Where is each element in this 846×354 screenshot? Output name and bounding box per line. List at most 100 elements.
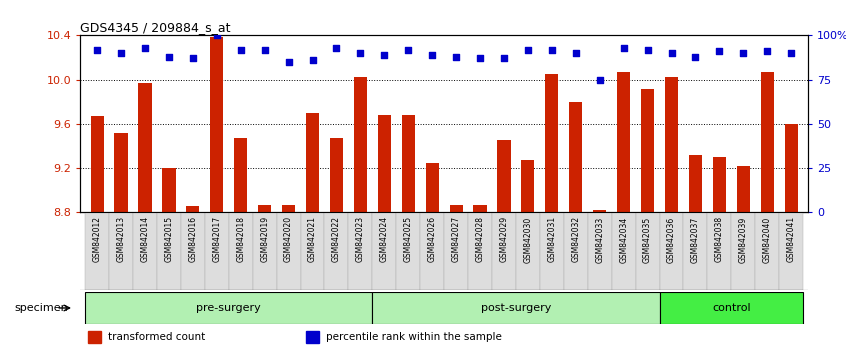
Bar bbox=[354, 78, 367, 212]
Point bbox=[569, 50, 583, 56]
Text: GSM842040: GSM842040 bbox=[763, 216, 772, 263]
Bar bbox=[713, 157, 726, 212]
Bar bbox=[88, 331, 101, 343]
Point bbox=[761, 48, 774, 54]
Bar bbox=[684, 212, 707, 290]
Point bbox=[545, 47, 558, 52]
Bar bbox=[402, 115, 415, 212]
Bar bbox=[330, 138, 343, 212]
Bar bbox=[372, 212, 396, 290]
Text: GSM842036: GSM842036 bbox=[667, 216, 676, 263]
Bar bbox=[205, 212, 228, 290]
Text: GSM842029: GSM842029 bbox=[499, 216, 508, 262]
Text: GSM842017: GSM842017 bbox=[212, 216, 222, 262]
Bar bbox=[133, 212, 157, 290]
Bar bbox=[474, 205, 486, 212]
Bar bbox=[665, 78, 678, 212]
Text: GSM842024: GSM842024 bbox=[380, 216, 389, 262]
Point bbox=[186, 56, 200, 61]
Bar bbox=[306, 113, 319, 212]
Text: GSM842015: GSM842015 bbox=[164, 216, 173, 262]
Text: GSM842039: GSM842039 bbox=[739, 216, 748, 263]
Point bbox=[617, 45, 630, 51]
Bar bbox=[85, 212, 109, 290]
Text: GSM842012: GSM842012 bbox=[92, 216, 102, 262]
Text: GSM842033: GSM842033 bbox=[596, 216, 604, 263]
Point bbox=[497, 56, 511, 61]
Point bbox=[210, 33, 223, 38]
Point bbox=[426, 52, 439, 58]
Bar bbox=[660, 212, 684, 290]
Bar bbox=[755, 212, 779, 290]
Bar bbox=[731, 212, 755, 290]
Bar bbox=[492, 212, 516, 290]
Bar bbox=[779, 212, 803, 290]
Text: GSM842031: GSM842031 bbox=[547, 216, 557, 262]
Text: percentile rank within the sample: percentile rank within the sample bbox=[327, 332, 503, 342]
Text: transformed count: transformed count bbox=[108, 332, 206, 342]
Bar bbox=[181, 212, 205, 290]
Point bbox=[640, 47, 654, 52]
Point bbox=[784, 50, 798, 56]
Bar bbox=[377, 115, 391, 212]
Bar bbox=[540, 212, 563, 290]
Point bbox=[91, 47, 104, 52]
Bar bbox=[635, 212, 660, 290]
Text: GSM842025: GSM842025 bbox=[404, 216, 413, 262]
Text: GSM842034: GSM842034 bbox=[619, 216, 628, 263]
Text: GSM842035: GSM842035 bbox=[643, 216, 652, 263]
Text: GSM842038: GSM842038 bbox=[715, 216, 724, 262]
Bar bbox=[157, 212, 181, 290]
Bar bbox=[516, 212, 540, 290]
Bar bbox=[707, 212, 731, 290]
Point bbox=[737, 50, 750, 56]
Bar bbox=[641, 88, 654, 212]
Text: pre-surgery: pre-surgery bbox=[196, 303, 261, 313]
Text: control: control bbox=[712, 303, 750, 313]
Text: GSM842022: GSM842022 bbox=[332, 216, 341, 262]
Bar bbox=[85, 292, 372, 324]
Bar bbox=[277, 212, 300, 290]
Text: GDS4345 / 209884_s_at: GDS4345 / 209884_s_at bbox=[80, 21, 231, 34]
Text: GSM842019: GSM842019 bbox=[261, 216, 269, 262]
Bar bbox=[253, 212, 277, 290]
Bar bbox=[282, 205, 295, 212]
Text: GSM842026: GSM842026 bbox=[428, 216, 437, 262]
Point bbox=[114, 50, 128, 56]
Bar bbox=[300, 212, 325, 290]
Text: GSM842032: GSM842032 bbox=[571, 216, 580, 262]
Text: GSM842037: GSM842037 bbox=[691, 216, 700, 263]
Point bbox=[305, 57, 319, 63]
Bar bbox=[563, 212, 588, 290]
Point bbox=[449, 54, 463, 59]
Point bbox=[162, 54, 176, 59]
Text: GSM842023: GSM842023 bbox=[356, 216, 365, 262]
Bar bbox=[569, 102, 582, 212]
Bar bbox=[617, 72, 630, 212]
Bar bbox=[612, 212, 635, 290]
Bar bbox=[521, 160, 535, 212]
Point bbox=[712, 48, 726, 54]
Text: GSM842018: GSM842018 bbox=[236, 216, 245, 262]
Bar bbox=[660, 292, 803, 324]
Bar bbox=[162, 168, 175, 212]
Point bbox=[473, 56, 486, 61]
Bar bbox=[396, 212, 420, 290]
Bar bbox=[114, 133, 128, 212]
Point bbox=[402, 47, 415, 52]
Bar bbox=[186, 206, 200, 212]
Text: GSM842028: GSM842028 bbox=[475, 216, 485, 262]
Point bbox=[282, 59, 295, 65]
Point bbox=[377, 52, 391, 58]
Text: specimen: specimen bbox=[14, 303, 68, 313]
Point bbox=[234, 47, 248, 52]
Bar bbox=[737, 166, 750, 212]
Text: GSM842021: GSM842021 bbox=[308, 216, 317, 262]
Point bbox=[330, 45, 343, 51]
Point bbox=[689, 54, 702, 59]
Bar bbox=[426, 162, 439, 212]
Text: GSM842030: GSM842030 bbox=[524, 216, 532, 263]
Point bbox=[138, 45, 151, 51]
Bar bbox=[420, 212, 444, 290]
Bar bbox=[325, 212, 349, 290]
